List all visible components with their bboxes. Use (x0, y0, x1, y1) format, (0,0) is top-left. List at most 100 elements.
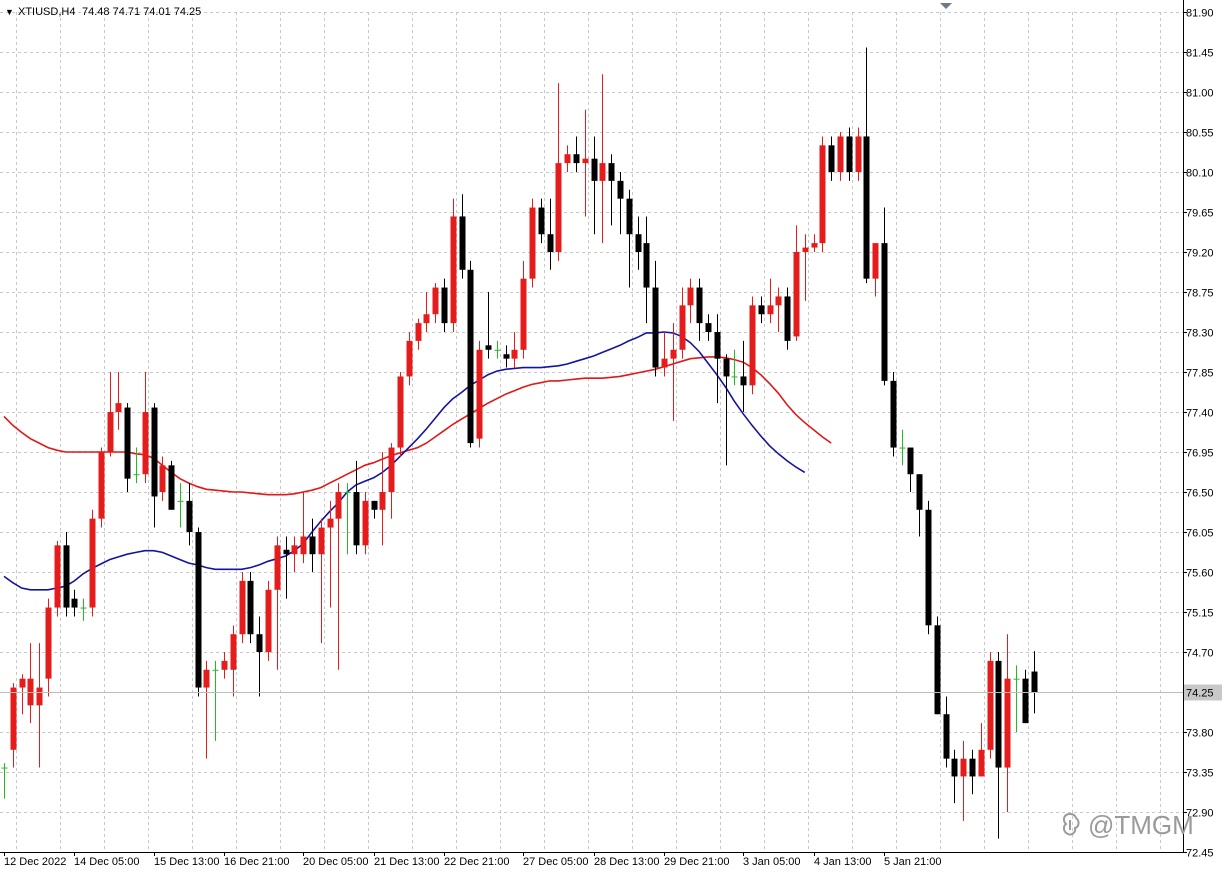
price-tick-label: 79.20 (1186, 248, 1214, 260)
candle-body (177, 500, 184, 502)
candle (573, 136, 580, 172)
time-tick-label: 14 Dec 05:00 (74, 856, 139, 868)
time-tick-label: 29 Dec 21:00 (664, 856, 729, 868)
candle-body (855, 136, 862, 172)
ma-fast-line (3, 331, 806, 591)
candle (80, 598, 87, 621)
candle (1022, 669, 1029, 724)
shift-marker-icon[interactable] (940, 3, 952, 9)
candle-body (432, 287, 439, 315)
candle-body (494, 349, 501, 351)
candle (10, 683, 17, 768)
candle-body (423, 314, 430, 324)
candles (1, 47, 1038, 839)
candle-body (943, 714, 950, 759)
candle (247, 572, 254, 644)
symbol-label: XTIUSD,H4 (18, 6, 75, 18)
price-tick-label: 76.95 (1186, 448, 1214, 460)
candle-body (124, 407, 131, 479)
candle (230, 625, 237, 697)
candle (555, 83, 562, 261)
candle-body (811, 243, 818, 248)
candle-body (353, 492, 360, 546)
time-axis: 12 Dec 2022 14 Dec 05:00 15 Dec 13:00 16 De… (4, 852, 942, 868)
candle (362, 492, 369, 555)
candle-body (239, 580, 246, 635)
price-tick-label: 77.40 (1186, 408, 1214, 420)
candle (696, 278, 703, 341)
candle (397, 372, 404, 457)
candle-body (978, 749, 985, 777)
candle-body (19, 678, 26, 688)
time-tick-label: 12 Dec 2022 (4, 856, 66, 868)
time-tick-label: 16 Dec 21:00 (224, 856, 289, 868)
price-tick-label: 81.90 (1186, 8, 1214, 20)
candle-body (54, 545, 61, 608)
candle-body (881, 243, 888, 381)
candle (846, 127, 853, 181)
candle (265, 580, 272, 661)
candle-body (503, 354, 510, 359)
candle-body (133, 474, 140, 476)
candle (969, 749, 976, 795)
candle-body (195, 532, 202, 688)
candle (538, 198, 545, 244)
candle-body (969, 758, 976, 777)
time-tick-label: 20 Dec 05:00 (303, 856, 368, 868)
candle (652, 260, 659, 377)
candle (916, 474, 923, 537)
candle-body (168, 465, 175, 510)
candle-body (573, 154, 580, 164)
candle-body (916, 474, 923, 510)
candle (1013, 665, 1020, 732)
candle (388, 443, 395, 519)
candle (89, 509, 96, 617)
current-price-label: 74.25 (1186, 688, 1214, 700)
candle (1, 763, 8, 799)
candle-body (318, 527, 325, 555)
price-tick-label: 77.85 (1186, 368, 1214, 380)
candle-body (1004, 678, 1011, 768)
candle-body (661, 358, 668, 368)
candle-body (1013, 678, 1020, 680)
candle-body (459, 216, 466, 270)
collapse-arrow-icon[interactable]: ▼ (5, 7, 14, 17)
candle (327, 500, 334, 608)
candle (687, 278, 694, 324)
price-tick-label: 76.50 (1186, 488, 1214, 500)
candle (811, 234, 818, 252)
candle-body (705, 323, 712, 332)
candle (212, 660, 219, 741)
candle (36, 643, 43, 768)
candle-body (529, 207, 536, 279)
candle-body (63, 545, 70, 608)
moving-averages (3, 331, 832, 591)
candle (423, 292, 430, 332)
candle-body (80, 607, 87, 609)
candle (635, 216, 642, 270)
time-tick-label: 15 Dec 13:00 (154, 856, 219, 868)
candle (987, 652, 994, 759)
candle-body (951, 758, 958, 777)
candle-body (379, 492, 386, 510)
candle-body (309, 536, 316, 555)
candle (186, 483, 193, 546)
candle (485, 292, 492, 359)
candle-body (283, 549, 290, 555)
candle-body (397, 376, 404, 448)
candle (177, 483, 184, 528)
candle-body (987, 660, 994, 750)
candle (27, 643, 34, 724)
candle (863, 47, 870, 284)
candle (661, 332, 668, 377)
candle-body (151, 407, 158, 497)
candle (943, 696, 950, 768)
candle-body (256, 634, 263, 652)
candle-body (784, 296, 791, 341)
tmgm-logo-icon (1062, 812, 1080, 836)
price-tick-label: 80.10 (1186, 168, 1214, 180)
candle (872, 243, 879, 297)
candle (45, 598, 52, 697)
